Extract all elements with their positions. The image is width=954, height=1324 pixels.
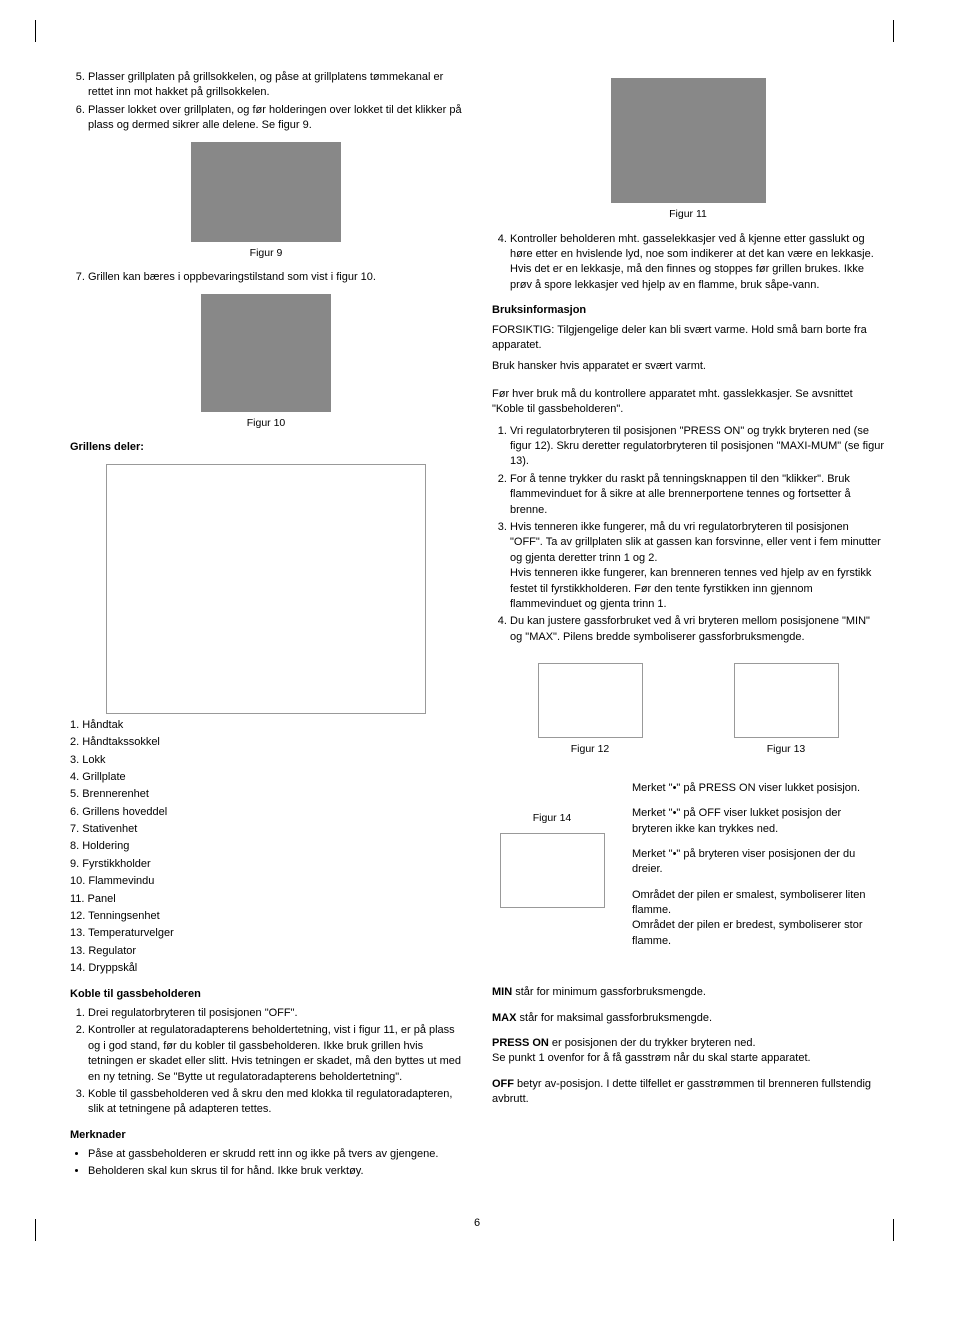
def-text: står for maksimal gassforbruksmengde. bbox=[516, 1012, 712, 1024]
list-text: Hvis tenneren ikke fungerer, kan brenner… bbox=[510, 567, 871, 610]
crop-mark bbox=[893, 1219, 894, 1241]
usage-heading: Bruksinformasjon bbox=[492, 303, 884, 318]
def-text: betyr av-posisjon. I dette tilfellet er … bbox=[492, 1078, 871, 1105]
figure-caption: Figur 12 bbox=[538, 742, 643, 757]
list-item: 13. Regulator bbox=[70, 944, 462, 959]
figure-10-image bbox=[201, 294, 331, 412]
list-item: 5. Brennerenhet bbox=[70, 787, 462, 802]
figure-caption: Figur 11 bbox=[492, 207, 884, 222]
figure-14-block: Figur 14 bbox=[492, 781, 612, 913]
list-item: 9. Fyrstikkholder bbox=[70, 857, 462, 872]
list-item: Koble til gassbeholderen ved å skru den … bbox=[88, 1087, 462, 1118]
caution-text: FORSIKTIG: Tilgjengelige deler kan bli s… bbox=[492, 323, 884, 354]
right-column: Figur 11 Kontroller beholderen mht. gass… bbox=[492, 70, 884, 1186]
list-item: 2. Håndtakssokkel bbox=[70, 735, 462, 750]
list-item: Beholderen skal kun skrus til for hånd. … bbox=[88, 1164, 462, 1179]
body-text: Merket "•" på bryteren viser posisjonen … bbox=[632, 847, 884, 878]
figure-12-block: Figur 12 bbox=[538, 655, 643, 767]
min-label: MIN bbox=[492, 986, 512, 998]
press-on-label: PRESS ON bbox=[492, 1037, 549, 1049]
off-label: OFF bbox=[492, 1078, 514, 1090]
figure-13-image bbox=[734, 663, 839, 738]
list-item: Drei regulatorbryteren til posisjonen "O… bbox=[88, 1006, 462, 1021]
def-text: er posisjonen der du trykker bryteren ne… bbox=[549, 1037, 756, 1049]
max-label: MAX bbox=[492, 1012, 516, 1024]
list-item: Plasser lokket over grillplaten, og før … bbox=[88, 103, 462, 134]
definition-line: MIN står for minimum gassforbruksmengde. bbox=[492, 985, 884, 1000]
figure-caption: Figur 9 bbox=[70, 246, 462, 261]
list-item: 4. Grillplate bbox=[70, 770, 462, 785]
list: Grillen kan bæres i oppbevaringstilstand… bbox=[70, 270, 462, 285]
list-item: 3. Lokk bbox=[70, 753, 462, 768]
body-text: Før hver bruk må du kontrollere apparate… bbox=[492, 387, 884, 418]
list-item: Plasser grillplaten på grillsokkelen, og… bbox=[88, 70, 462, 101]
figure-9-image bbox=[191, 142, 341, 242]
figure-caption: Figur 14 bbox=[492, 811, 612, 826]
list-item: 14. Dryppskål bbox=[70, 961, 462, 976]
exploded-diagram bbox=[106, 464, 426, 714]
list-item: Kontroller beholderen mht. gasselekkasje… bbox=[510, 232, 884, 294]
figure-caption: Figur 10 bbox=[70, 416, 462, 431]
parts-list: 1. Håndtak 2. Håndtakssokkel 3. Lokk 4. … bbox=[70, 718, 462, 977]
list: Kontroller beholderen mht. gasselekkasje… bbox=[492, 232, 884, 294]
left-column: Plasser grillplaten på grillsokkelen, og… bbox=[70, 70, 462, 1186]
list-item: Du kan justere gassforbruket ved å vri b… bbox=[510, 614, 884, 645]
figure-14-image bbox=[500, 833, 605, 908]
usage-list: Vri regulatorbryteren til posisjonen "PR… bbox=[492, 424, 884, 645]
body-text: Merket "•" på PRESS ON viser lukket posi… bbox=[632, 781, 884, 796]
list-item: 6. Grillens hoveddel bbox=[70, 805, 462, 820]
list-item: 1. Håndtak bbox=[70, 718, 462, 733]
list-item: Hvis tenneren ikke fungerer, må du vri r… bbox=[510, 520, 884, 612]
list-item: 8. Holdering bbox=[70, 839, 462, 854]
list-item: 11. Panel bbox=[70, 892, 462, 907]
crop-mark bbox=[35, 1219, 36, 1241]
marks-text-block: Merket "•" på PRESS ON viser lukket posi… bbox=[632, 781, 884, 960]
parts-heading: Grillens deler: bbox=[70, 440, 462, 455]
list-item: 10. Flammevindu bbox=[70, 874, 462, 889]
notes-list: Påse at gassbeholderen er skrudd rett in… bbox=[70, 1147, 462, 1180]
body-text: Området der pilen er smalest, symboliser… bbox=[632, 888, 884, 919]
list-item: Kontroller at regulatoradapterens behold… bbox=[88, 1023, 462, 1085]
connect-list: Drei regulatorbryteren til posisjonen "O… bbox=[70, 1006, 462, 1118]
definition-line: OFF betyr av-posisjon. I dette tilfellet… bbox=[492, 1077, 884, 1108]
list-item: 7. Stativenhet bbox=[70, 822, 462, 837]
body-text: Merket "•" på OFF viser lukket posisjon … bbox=[632, 806, 884, 837]
assembly-list: Plasser grillplaten på grillsokkelen, og… bbox=[70, 70, 462, 134]
figure-11-image bbox=[611, 78, 766, 203]
body-text: Se punkt 1 ovenfor for å få gasstrøm når… bbox=[492, 1051, 884, 1066]
figure-14-layout: Figur 14 Merket "•" på PRESS ON viser lu… bbox=[492, 781, 884, 960]
list-item: Grillen kan bæres i oppbevaringstilstand… bbox=[88, 270, 462, 285]
list-item: 12. Tenningsenhet bbox=[70, 909, 462, 924]
definition-line: MAX står for maksimal gassforbruksmengde… bbox=[492, 1011, 884, 1026]
page-number: 6 bbox=[70, 1216, 884, 1231]
dial-figures-row: Figur 12 Figur 13 bbox=[492, 655, 884, 767]
connect-heading: Koble til gassbeholderen bbox=[70, 987, 462, 1002]
figure-12-image bbox=[538, 663, 643, 738]
list-item: 13. Temperaturvelger bbox=[70, 926, 462, 941]
list-item: Påse at gassbeholderen er skrudd rett in… bbox=[88, 1147, 462, 1162]
list-text: Hvis tenneren ikke fungerer, må du vri r… bbox=[510, 521, 881, 564]
notes-heading: Merknader bbox=[70, 1128, 462, 1143]
figure-caption: Figur 13 bbox=[734, 742, 839, 757]
body-text: Bruk hansker hvis apparatet er svært var… bbox=[492, 359, 884, 374]
list-item: For å tenne trykker du raskt på tennings… bbox=[510, 472, 884, 518]
two-column-layout: Plasser grillplaten på grillsokkelen, og… bbox=[70, 70, 884, 1186]
figure-13-block: Figur 13 bbox=[734, 655, 839, 767]
body-text: Området der pilen er bredest, symboliser… bbox=[632, 918, 884, 949]
crop-mark bbox=[35, 20, 36, 42]
definition-line: PRESS ON er posisjonen der du trykker br… bbox=[492, 1036, 884, 1051]
crop-mark bbox=[893, 20, 894, 42]
def-text: står for minimum gassforbruksmengde. bbox=[512, 986, 706, 998]
list-item: Vri regulatorbryteren til posisjonen "PR… bbox=[510, 424, 884, 470]
